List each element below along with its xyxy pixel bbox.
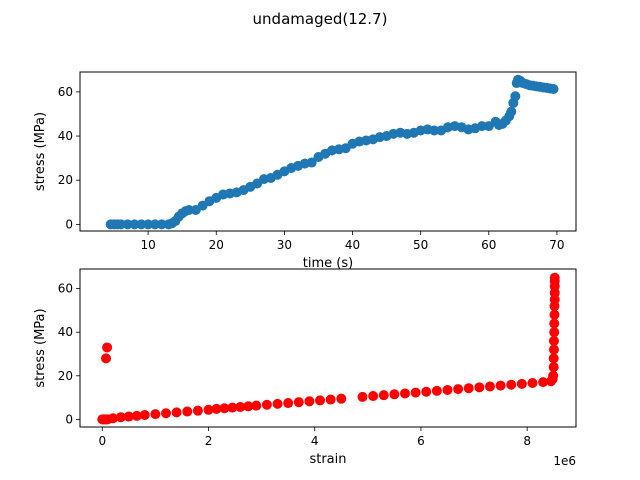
time-x-tick-label: 50 bbox=[413, 238, 428, 252]
strain-data-point bbox=[123, 411, 134, 422]
time-stress-panel: 10 20 30 40 50 60 70 0 20 40 60 time (s) stress (MPa… bbox=[33, 71, 577, 271]
time-y-tick-label: 0 bbox=[65, 217, 73, 231]
time-data-point bbox=[306, 157, 317, 168]
strain-data-point bbox=[283, 398, 294, 409]
time-data-point bbox=[510, 91, 521, 102]
strain-data-point bbox=[548, 344, 559, 355]
strain-x-tick-label: 6 bbox=[417, 434, 425, 448]
strain-data-point bbox=[431, 385, 442, 396]
strain-data-point bbox=[235, 401, 246, 412]
figure-title: undamaged(12.7) bbox=[253, 10, 388, 28]
time-data-point bbox=[506, 106, 517, 117]
time-y-axis-label: stress (MPa) bbox=[33, 112, 48, 191]
strain-x-axis-label: strain bbox=[309, 452, 346, 467]
time-y-tick-label: 20 bbox=[58, 173, 73, 187]
strain-y-tick-label: 40 bbox=[58, 325, 73, 339]
strain-y-tick-label: 0 bbox=[65, 412, 73, 426]
strain-data-point bbox=[548, 370, 559, 381]
strain-data-point bbox=[549, 318, 560, 329]
strain-data-point bbox=[442, 384, 453, 395]
strain-data-point bbox=[527, 377, 538, 388]
strain-data-point bbox=[548, 353, 559, 364]
strain-data-point bbox=[211, 403, 222, 414]
strain-data-point bbox=[243, 401, 254, 412]
strain-axes-frame bbox=[79, 268, 577, 428]
strain-data-point bbox=[538, 377, 549, 388]
time-axes-frame bbox=[79, 71, 577, 232]
strain-data-point bbox=[227, 402, 238, 413]
strain-data-point bbox=[410, 387, 421, 398]
time-x-tick-label: 10 bbox=[140, 238, 155, 252]
strain-data-point bbox=[474, 382, 485, 393]
strain-y-tick-label: 20 bbox=[58, 369, 73, 383]
strain-data-point bbox=[182, 406, 193, 417]
strain-data-point bbox=[131, 410, 142, 421]
strain-data-point bbox=[453, 384, 464, 395]
strain-data-point bbox=[115, 412, 126, 423]
strain-data-point bbox=[421, 386, 432, 397]
strain-data-point bbox=[506, 379, 517, 390]
strain-x-tick-label: 0 bbox=[98, 434, 106, 448]
strain-data-point bbox=[516, 378, 527, 389]
strain-data-point bbox=[549, 272, 560, 283]
strain-data-point bbox=[495, 380, 506, 391]
strain-data-point bbox=[304, 396, 315, 407]
strain-x-tick-label: 2 bbox=[205, 434, 213, 448]
time-data-point bbox=[548, 84, 559, 94]
time-x-tick-label: 40 bbox=[345, 238, 360, 252]
strain-data-point bbox=[161, 408, 172, 419]
strain-data-point bbox=[150, 409, 161, 420]
time-y-tick-label: 60 bbox=[58, 85, 73, 99]
strain-data-point bbox=[272, 398, 283, 409]
strain-data-point bbox=[357, 391, 368, 402]
strain-data-point bbox=[171, 407, 182, 418]
strain-data-point bbox=[101, 353, 112, 364]
strain-data-point bbox=[139, 410, 150, 421]
strain-data-point bbox=[261, 399, 272, 410]
strain-data-point bbox=[107, 413, 118, 424]
strain-data-point bbox=[378, 390, 389, 401]
strain-data-point bbox=[315, 395, 326, 406]
strain-data-point bbox=[484, 381, 495, 392]
strain-data-point bbox=[336, 393, 347, 404]
strain-x-tick-label: 8 bbox=[523, 434, 531, 448]
strain-data-point bbox=[389, 389, 400, 400]
strain-stress-panel: 0 2 4 6 8 0 20 40 60 strain stress (MPa) 1e6 bbox=[33, 268, 577, 468]
time-y-tick-label: 40 bbox=[58, 129, 73, 143]
strain-data-point bbox=[203, 404, 214, 415]
time-x-axis-label: time (s) bbox=[303, 256, 353, 271]
strain-y-axis-label: stress (MPa) bbox=[33, 308, 48, 387]
strain-data-point bbox=[293, 397, 304, 408]
strain-x-tick-label: 4 bbox=[311, 434, 319, 448]
strain-data-point bbox=[548, 362, 559, 373]
strain-data-point bbox=[463, 383, 474, 394]
strain-data-point bbox=[251, 400, 262, 411]
strain-data-point bbox=[102, 342, 113, 353]
strain-data-point bbox=[192, 405, 203, 416]
strain-data-point bbox=[548, 335, 559, 346]
strain-data-point bbox=[400, 388, 410, 399]
strain-data-point bbox=[549, 309, 560, 320]
time-x-tick-label: 30 bbox=[277, 238, 292, 252]
strain-data-point bbox=[368, 391, 379, 402]
strain-data-point bbox=[325, 394, 336, 405]
time-x-tick-label: 70 bbox=[549, 238, 564, 252]
strain-data-point bbox=[219, 403, 230, 414]
time-x-tick-label: 60 bbox=[481, 238, 496, 252]
strain-data-point bbox=[549, 327, 560, 338]
strain-y-tick-label: 60 bbox=[58, 282, 73, 296]
time-x-tick-label: 20 bbox=[209, 238, 224, 252]
strain-x-offset-label: 1e6 bbox=[553, 454, 576, 468]
